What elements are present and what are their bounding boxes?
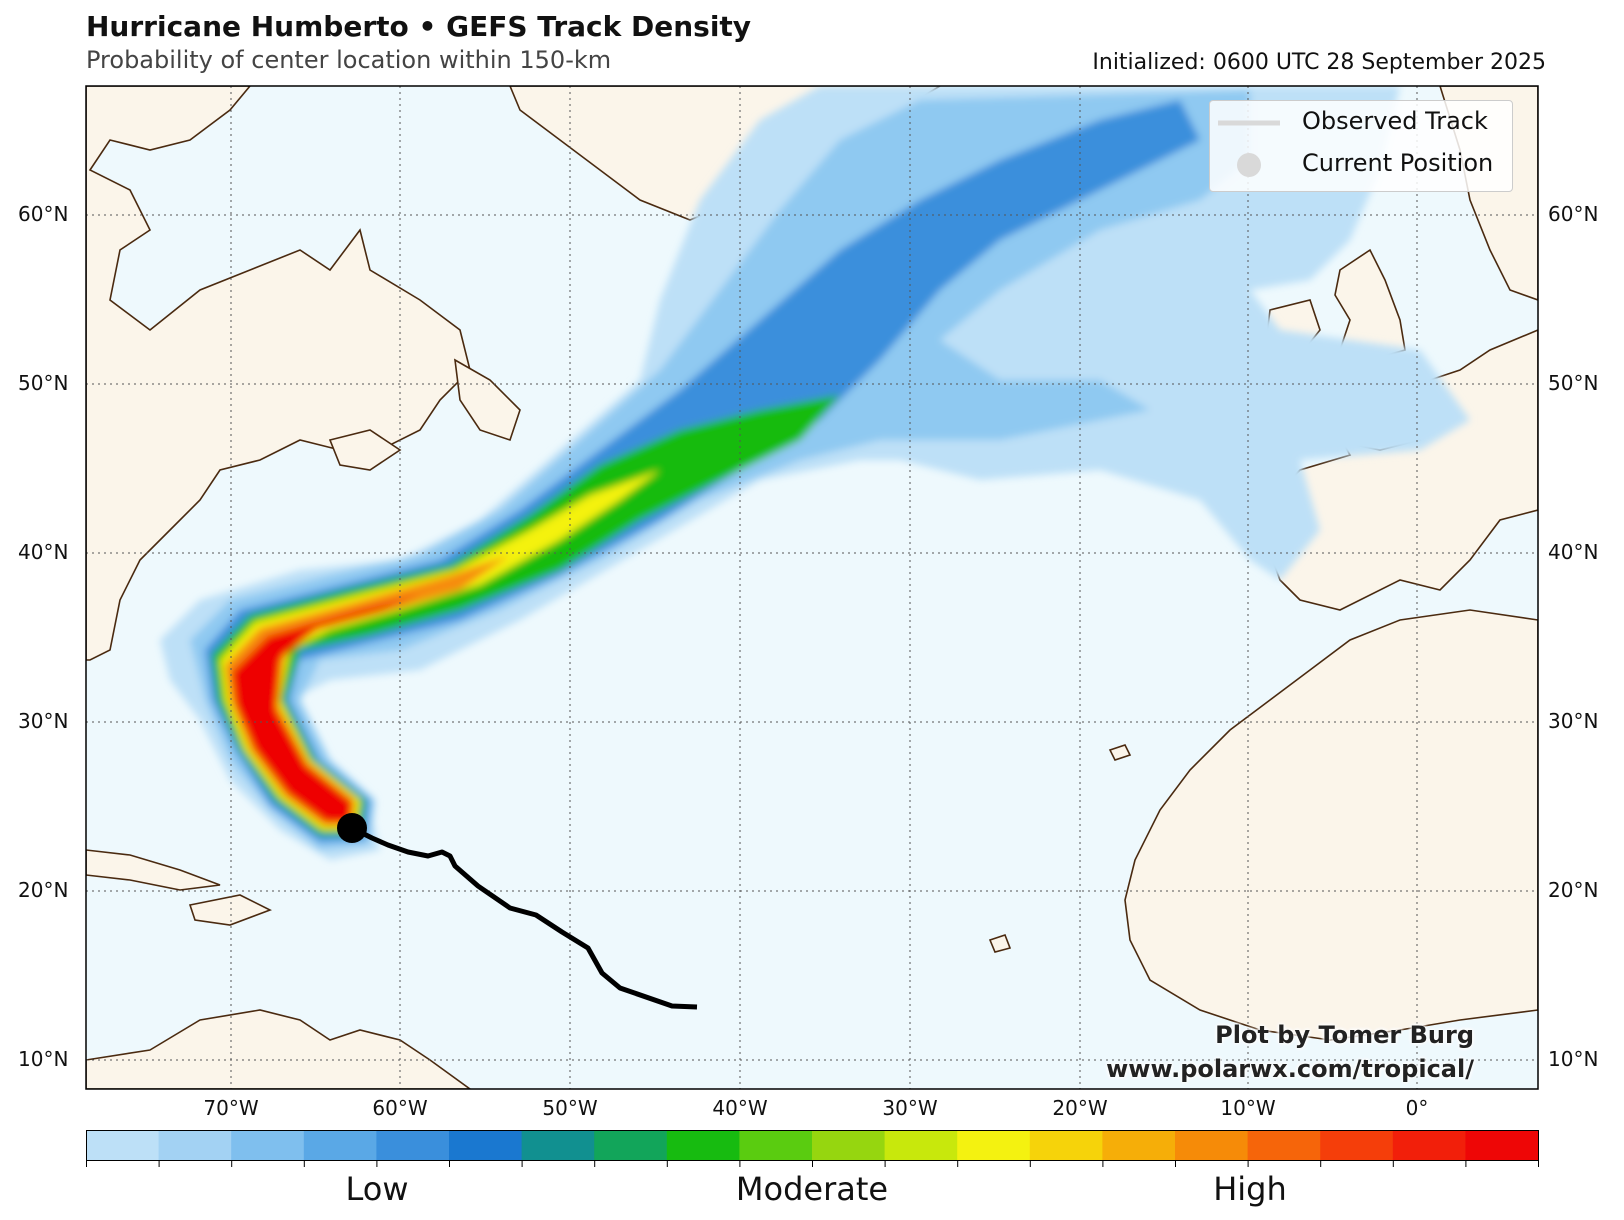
nova-scotia (328, 429, 402, 471)
colorbar-cell (86, 1130, 160, 1160)
lon-label: 50°W (542, 1096, 598, 1120)
lat-label-left: 10°N (18, 1047, 69, 1071)
map-legend: Observed Track Current Position (1209, 100, 1513, 192)
colorbar-low-label: Low (345, 1170, 409, 1208)
colorbar-ticks (86, 1161, 1539, 1167)
colorbar-cell (1247, 1130, 1321, 1160)
lon-label: 20°W (1052, 1096, 1108, 1120)
newfoundland (454, 358, 521, 442)
canary-islands (1108, 744, 1132, 761)
density-level-low-outer (160, 86, 1470, 860)
lat-label-right: 10°N (1548, 1047, 1599, 1071)
colorbar-high-label: High (1213, 1170, 1287, 1208)
colorbar-moderate-label: Moderate (735, 1170, 889, 1208)
colorbar-cell (449, 1130, 523, 1160)
colorbar-cell (884, 1130, 958, 1160)
density-swath (160, 86, 1470, 860)
lon-label: 70°W (203, 1096, 259, 1120)
lat-label-left: 40°N (18, 540, 69, 564)
colorbar-cell (1392, 1130, 1466, 1160)
colorbar-cell (376, 1130, 450, 1160)
cuba (86, 849, 221, 891)
colorbar-frame (86, 1130, 1539, 1161)
colorbar-cell (1320, 1130, 1394, 1160)
credit-author: Plot by Tomer Burg (1215, 1021, 1474, 1049)
lat-label-left: 20°N (18, 878, 69, 902)
lat-label-right: 20°N (1548, 878, 1599, 902)
colorbar-cell (231, 1130, 305, 1160)
lon-label: 0° (1405, 1096, 1429, 1120)
gridlines (86, 86, 1538, 1089)
colorbar-cell (158, 1130, 232, 1160)
lat-label-right: 50°N (1548, 371, 1599, 395)
lat-label-left: 60°N (18, 202, 69, 226)
africa (1124, 609, 1538, 1041)
south-america (86, 1009, 472, 1089)
lat-label-right: 40°N (1548, 540, 1599, 564)
map-frame (85, 85, 1539, 1090)
lat-label-right: 30°N (1548, 709, 1599, 733)
colorbar-cell (521, 1130, 595, 1160)
cape-verde (988, 933, 1012, 953)
legend-current-position-label: Current Position (1302, 149, 1494, 177)
density-level-high (232, 595, 420, 822)
hispaniola (188, 894, 272, 926)
credit-url: www.polarwx.com/tropical/ (1106, 1055, 1474, 1083)
observed-track (350, 825, 698, 1010)
lon-label: 60°W (372, 1096, 428, 1120)
colorbar-cell (739, 1130, 813, 1160)
colorbar-cell (1102, 1130, 1176, 1160)
colorbar-cell (303, 1130, 377, 1160)
lon-label: 10°W (1220, 1096, 1276, 1120)
colorbar-cell (594, 1130, 668, 1160)
plot-credit: Plot by Tomer Burg www.polarwx.com/tropi… (1106, 1018, 1474, 1086)
colorbar-cell (957, 1130, 1031, 1160)
lat-label-left: 50°N (18, 371, 69, 395)
initialized-time: Initialized: 0600 UTC 28 September 2025 (1092, 50, 1546, 75)
legend-observed-track-label: Observed Track (1302, 107, 1488, 135)
colorbar-cell (1465, 1130, 1539, 1160)
lat-label-right: 60°N (1548, 202, 1599, 226)
colorbar-cell (1029, 1130, 1103, 1160)
lon-label: 40°W (712, 1096, 768, 1120)
chart-title: Hurricane Humberto • GEFS Track Density (86, 10, 752, 43)
north-america (86, 86, 471, 661)
chart-subtitle: Probability of center location within 15… (86, 46, 612, 74)
lon-label: 30°W (882, 1096, 938, 1120)
lat-label-left: 30°N (18, 709, 69, 733)
colorbar-cell (1175, 1130, 1249, 1160)
colorbar-cell (812, 1130, 886, 1160)
colorbar (86, 1130, 1539, 1167)
colorbar-cell (666, 1130, 740, 1160)
colorbar-cells (86, 1130, 1539, 1160)
current-position-marker (337, 813, 367, 843)
